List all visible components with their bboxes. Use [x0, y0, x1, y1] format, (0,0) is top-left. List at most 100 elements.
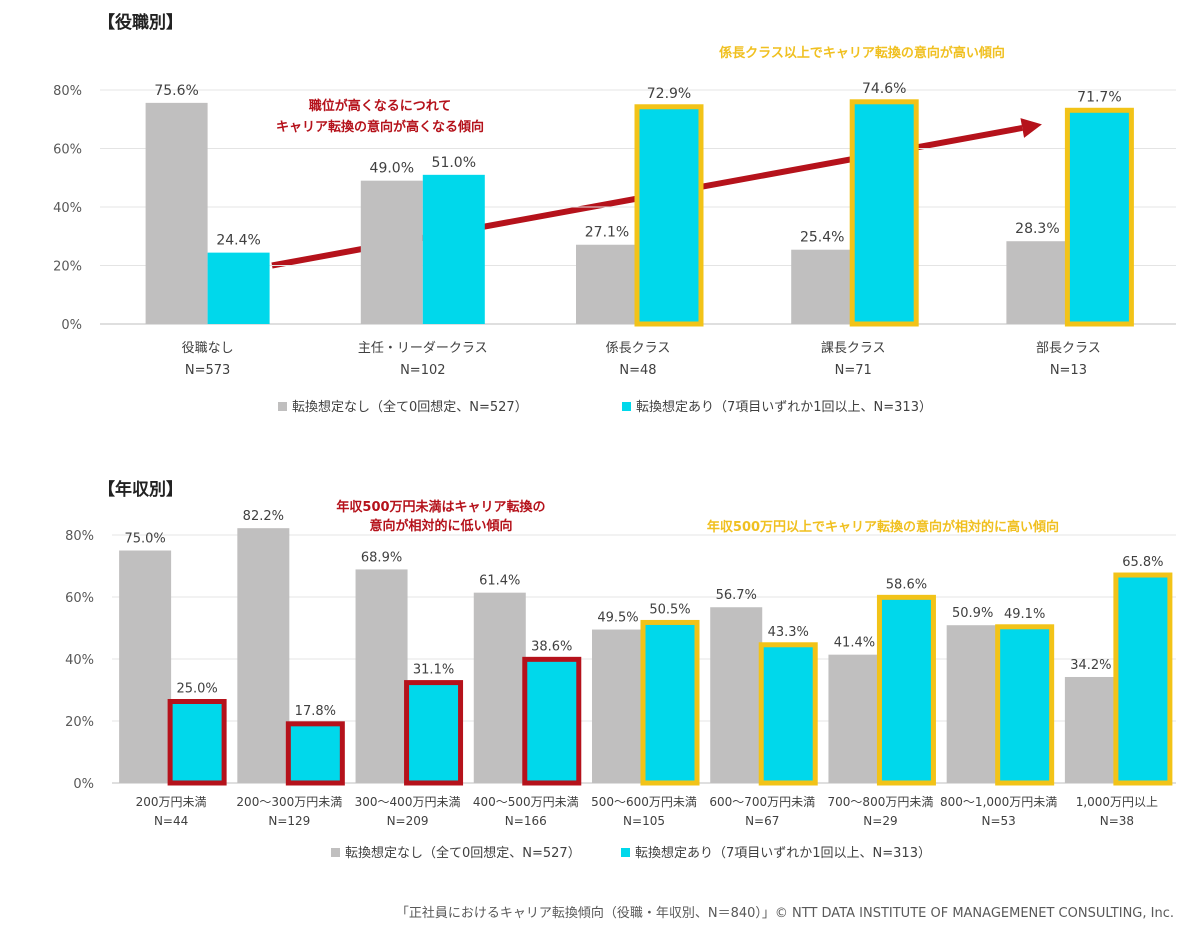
annotation-text: 係長クラス以上でキャリア転換の意向が高い傾向: [719, 45, 1005, 61]
annotation-text: 年収500万円以上でキャリア転換の意向が相対的に高い傾向: [707, 519, 1059, 535]
y-tick-label: 80%: [65, 529, 94, 544]
x-n-label: N=44: [154, 814, 188, 828]
annotation-text: 職位が高くなるにつれて: [309, 98, 452, 114]
y-tick-label: 0%: [61, 318, 82, 333]
data-label: 58.6%: [886, 577, 927, 592]
x-n-label: N=53: [982, 814, 1016, 828]
x-n-label: N=38: [1100, 814, 1134, 828]
x-category-label: 600～700万円未満: [709, 795, 815, 809]
x-category-label: 主任・リーダークラス: [358, 341, 488, 356]
chart-2-title: 【年収別】: [98, 480, 183, 500]
annotation-text: キャリア転換の意向が高くなる傾向: [276, 119, 484, 135]
chart-1-title: 【役職別】: [98, 13, 183, 33]
y-tick-label: 40%: [53, 201, 82, 216]
data-label: 49.5%: [597, 611, 638, 626]
data-label: 50.9%: [952, 606, 993, 621]
data-label: 34.2%: [1070, 658, 1111, 673]
data-label: 74.6%: [862, 81, 906, 97]
data-label: 75.6%: [154, 83, 198, 99]
bar-change-highlighted: [876, 594, 936, 786]
bar-change-highlighted: [640, 619, 700, 786]
y-tick-label: 80%: [53, 84, 82, 99]
x-category-label: 係長クラス: [606, 341, 671, 356]
copyright-footer: 「正社員におけるキャリア転換傾向（役職・年収別、N＝840）」© NTT DAT…: [395, 906, 1174, 921]
bar-no-change: [119, 550, 172, 783]
data-label: 49.0%: [370, 161, 414, 177]
x-n-label: N=129: [268, 814, 310, 828]
data-label: 72.9%: [647, 86, 691, 102]
y-tick-label: 40%: [65, 653, 94, 668]
bar-change-highlighted: [1064, 107, 1134, 327]
legend-label-no-change: 転換想定なし（全て0回想定、N=527）: [292, 399, 528, 415]
bar-change-highlighted: [758, 642, 818, 786]
bar-no-change: [828, 654, 881, 783]
legend-swatch-change: [621, 848, 630, 857]
bar-change: [207, 252, 270, 324]
data-label: 38.6%: [531, 639, 572, 654]
legend-label-change: 転換想定あり（7項目いずれか1回以上、N=313）: [636, 399, 932, 415]
legend-label-change: 転換想定あり（7項目いずれか1回以上、N=313）: [635, 845, 931, 861]
legend-swatch-no-change: [278, 402, 287, 411]
bar-change-highlighted: [634, 104, 704, 327]
bar-no-change: [237, 528, 290, 783]
data-label: 50.5%: [649, 602, 690, 617]
bar-change: [422, 174, 485, 324]
data-label: 28.3%: [1015, 221, 1059, 237]
x-category-label: 400～500万円未満: [473, 795, 579, 809]
bar-no-change: [946, 625, 999, 783]
x-n-label: N=209: [387, 814, 429, 828]
bar-no-change: [592, 629, 644, 783]
data-label: 27.1%: [585, 225, 629, 241]
x-category-label: 200～300万円未満: [236, 795, 342, 809]
data-label: 51.0%: [432, 155, 476, 171]
x-n-label: N=573: [185, 363, 230, 378]
trend-arrow-head: [1020, 118, 1042, 138]
x-category-label: 役職なし: [182, 341, 234, 356]
y-tick-label: 20%: [53, 260, 82, 275]
data-label: 24.4%: [216, 233, 260, 249]
x-n-label: N=13: [1050, 363, 1087, 378]
data-label: 49.1%: [1004, 607, 1045, 622]
data-label: 41.4%: [834, 636, 875, 651]
x-category-label: 300～400万円未満: [355, 795, 461, 809]
legend-swatch-no-change: [331, 848, 340, 857]
y-tick-label: 20%: [65, 715, 94, 730]
bar-no-change: [576, 244, 638, 324]
x-category-label: 200万円未満: [136, 795, 207, 809]
bar-no-change: [145, 102, 208, 325]
annotation-text: 意向が相対的に低い傾向: [369, 518, 512, 534]
x-n-label: N=48: [619, 363, 656, 378]
x-n-label: N=105: [623, 814, 665, 828]
data-label: 56.7%: [716, 588, 757, 603]
data-label: 82.2%: [243, 509, 284, 524]
x-category-label: 部長クラス: [1036, 341, 1101, 356]
x-n-label: N=29: [863, 814, 897, 828]
annotation-text: 年収500万円未満はキャリア転換の: [336, 499, 545, 515]
bar-no-change: [710, 607, 763, 783]
x-category-label: 1,000万円以上: [1076, 795, 1158, 809]
data-label: 71.7%: [1077, 89, 1121, 105]
x-category-label: 700～800万円未満: [828, 795, 934, 809]
data-label: 43.3%: [768, 625, 809, 640]
x-n-label: N=102: [400, 363, 445, 378]
bar-no-change: [355, 569, 408, 783]
data-label: 68.9%: [361, 550, 402, 565]
bar-no-change: [791, 249, 854, 324]
legend-label-no-change: 転換想定なし（全て0回想定、N=527）: [345, 845, 581, 861]
x-category-label: 課長クラス: [821, 340, 886, 356]
data-label: 75.0%: [124, 532, 165, 547]
data-label: 65.8%: [1122, 555, 1163, 570]
data-label: 31.1%: [413, 663, 454, 678]
bar-no-change: [1006, 241, 1069, 324]
bar-change-highlighted: [404, 680, 464, 786]
y-tick-label: 0%: [73, 777, 94, 792]
data-label: 17.8%: [295, 704, 336, 719]
data-label: 25.0%: [176, 682, 217, 697]
bar-change-highlighted: [522, 656, 582, 786]
bar-no-change: [360, 180, 423, 324]
x-category-label: 500～600万円未満: [591, 795, 697, 809]
legend-swatch-change: [622, 402, 631, 411]
bar-change-highlighted: [285, 721, 345, 786]
x-n-label: N=71: [835, 363, 872, 378]
